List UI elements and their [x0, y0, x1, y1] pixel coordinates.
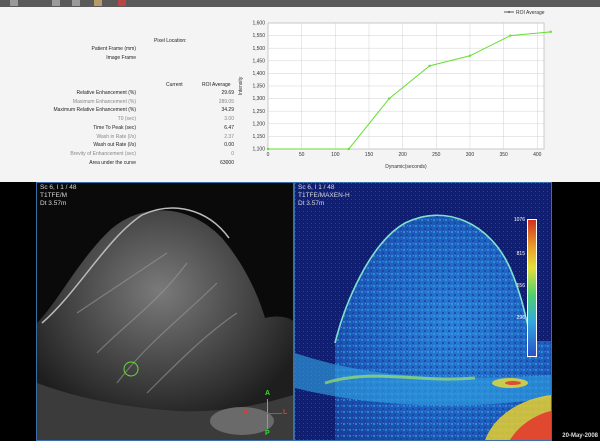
- viewport-right[interactable]: Sc 6, I 1 / 48 T1TFE/MAXEN-H Dt 3.57m 10…: [294, 182, 552, 441]
- param-label: Area under the curve: [89, 159, 136, 166]
- orient-top-letter: A: [265, 390, 271, 397]
- data-point: [549, 30, 552, 34]
- param-label: Wash in Rate (l/s): [96, 133, 136, 140]
- param-label: Wash out Rate (l/s): [93, 142, 136, 149]
- orient-right-letter: L: [283, 409, 288, 416]
- y-tick-label: 1,500: [252, 46, 265, 52]
- x-tick-labels: 0 50 100 150 200 250 300 350 400: [267, 152, 542, 158]
- y-tick-labels: 1,100 1,150 1,200 1,250 1,300 1,350 1,400 1,450…: [252, 21, 265, 153]
- legend-entry-roi-average: ROI Average: [516, 10, 545, 16]
- data-point: [428, 64, 431, 68]
- legend-marker: [508, 11, 510, 13]
- param-roi-value: 34.29: [221, 107, 234, 114]
- column-current-header: Current: [166, 82, 183, 88]
- mri-image-maxenh-map[interactable]: [295, 183, 551, 440]
- color-scale-label: 296: [516, 315, 525, 321]
- color-scale-label: 815: [516, 251, 525, 257]
- top-toolbar: [0, 0, 600, 7]
- image-frame-label: Image Frame: [106, 55, 136, 61]
- param-roi-value: 0.00: [224, 142, 234, 149]
- data-point: [347, 147, 350, 151]
- x-tick-label: 150: [365, 152, 374, 158]
- param-label: T0 (sec): [117, 116, 136, 123]
- toolbar-icon-1[interactable]: [10, 0, 18, 6]
- y-tick-label: 1,350: [252, 84, 265, 90]
- y-tick-label: 1,100: [252, 147, 265, 153]
- x-tick-label: 350: [499, 152, 508, 158]
- viewport-right-sequence: T1TFE/MAXEN-H: [298, 192, 350, 199]
- data-point: [266, 147, 270, 151]
- chart-legend: ROI Average: [504, 10, 545, 16]
- mri-image-t1tfe[interactable]: [37, 183, 293, 440]
- color-scale-label: 1076: [513, 217, 525, 223]
- y-axis-label: Intensity: [238, 76, 244, 95]
- param-roi-value: 0: [231, 150, 234, 157]
- y-tick-label: 1,250: [252, 109, 265, 115]
- data-point: [468, 54, 472, 57]
- viewport-right-time: Dt 3.57m: [298, 200, 325, 207]
- x-tick-label: 250: [432, 152, 441, 158]
- param-roi-value: 6.47: [224, 124, 234, 131]
- viewport-right-series: Sc 6, I 1 / 48: [298, 184, 335, 191]
- orient-left-letter: R: [243, 409, 249, 416]
- y-tick-label: 1,550: [252, 33, 265, 39]
- param-label: Relative Enhancement (%): [76, 90, 136, 96]
- pixel-location-label: Pixel Location:: [154, 38, 187, 44]
- roi-average-points: [266, 30, 552, 151]
- orient-horizontal-axis: [252, 413, 282, 414]
- y-tick-label: 1,300: [252, 96, 265, 102]
- param-roi-value: 289.05: [218, 98, 234, 105]
- param-roi-value: 63000: [220, 159, 234, 166]
- x-tick-label: 0: [267, 152, 270, 158]
- orient-vertical-axis: [267, 399, 268, 429]
- x-axis-label: Dynamic(seconds): [385, 164, 427, 170]
- y-tick-label: 1,600: [252, 21, 265, 27]
- toolbar-icon-4[interactable]: [94, 0, 102, 6]
- x-tick-label: 200: [398, 152, 407, 158]
- viewport-left[interactable]: Sc 6, I 1 / 48 T1TFE/M Dt 3.57m A R L P: [36, 182, 294, 441]
- study-date: 20-May-2008: [562, 433, 598, 439]
- param-roi-value: 2.37: [224, 133, 234, 140]
- data-point: [387, 97, 391, 100]
- x-tick-label: 300: [466, 152, 475, 158]
- viewport-left-time: Dt 3.57m: [40, 200, 67, 207]
- patient-frame-label: Patient Frame (mm): [91, 46, 136, 52]
- toolbar-icon-5[interactable]: [118, 0, 126, 6]
- toolbar-icon-3[interactable]: [72, 0, 80, 6]
- param-roi-value: 3.00: [224, 116, 234, 123]
- chart-grid: [267, 22, 544, 150]
- viewport-left-series: Sc 6, I 1 / 48: [40, 184, 77, 191]
- orient-bottom-letter: P: [265, 430, 270, 437]
- y-tick-label: 1,450: [252, 58, 265, 64]
- color-scale-label: 556: [516, 283, 525, 289]
- x-tick-label: 100: [331, 152, 340, 158]
- color-scale-bar: [527, 219, 537, 357]
- analysis-panel: Pixel Location: Patient Frame (mm) Image…: [0, 7, 600, 182]
- y-tick-label: 1,200: [252, 121, 265, 127]
- x-tick-label: 50: [299, 152, 305, 158]
- param-label: Maximum Enhancement (%): [72, 98, 136, 105]
- param-label: Time To Peak (sec): [93, 124, 136, 131]
- viewport-left-sequence: T1TFE/M: [40, 192, 68, 199]
- y-tick-label: 1,150: [252, 134, 265, 140]
- y-tick-label: 1,400: [252, 71, 265, 77]
- param-label: Brevity of Enhancement (sec): [70, 150, 136, 157]
- toolbar-icon-2[interactable]: [52, 0, 60, 6]
- x-tick-label: 400: [533, 152, 542, 158]
- intensity-chart: 1,100 1,150 1,200 1,250 1,300 1,350 1,400 1,450…: [238, 10, 552, 170]
- roi-circle[interactable]: [123, 361, 139, 377]
- data-point: [509, 34, 512, 37]
- param-label: Maximum Relative Enhancement (%): [53, 107, 136, 114]
- column-roi-header: ROI Average: [202, 82, 231, 88]
- param-roi-value: 29.69: [221, 90, 234, 96]
